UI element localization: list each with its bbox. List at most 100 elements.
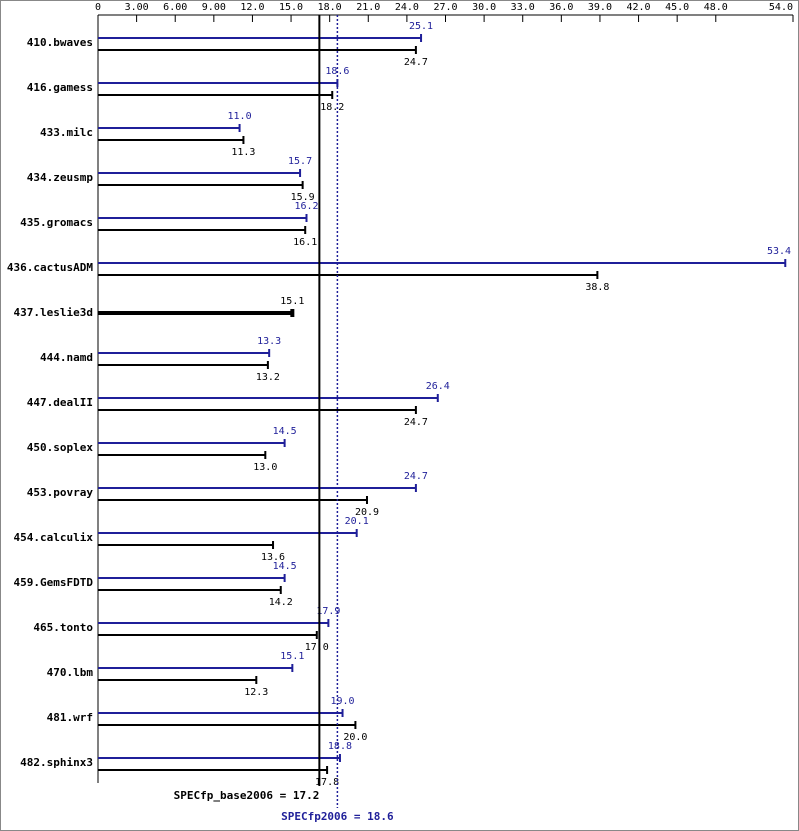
bar [98, 574, 286, 582]
x-tick-label: 0 [95, 2, 101, 13]
bar [98, 214, 308, 222]
category-label: 470.lbm [47, 666, 94, 679]
value-label: 13.2 [256, 372, 280, 383]
bar [98, 361, 269, 369]
bar [98, 181, 304, 189]
category-label: 465.tonto [33, 621, 93, 634]
bar [98, 541, 275, 549]
value-label: 26.4 [426, 381, 450, 392]
value-label: 38.8 [585, 282, 609, 293]
x-tick-label: 12.0 [240, 2, 264, 13]
value-label: 53.4 [767, 246, 791, 257]
bar [98, 676, 258, 684]
x-tick-label: 6.00 [163, 2, 187, 13]
value-label: 24.7 [404, 471, 428, 482]
x-tick-label: 33.0 [511, 2, 535, 13]
category-label: 482.sphinx3 [20, 756, 93, 769]
category-label: 454.calculix [14, 531, 94, 544]
value-label: 15.1 [280, 651, 304, 662]
value-label: 15.9 [291, 192, 315, 203]
value-label: 14.2 [269, 597, 293, 608]
value-label: 13.6 [261, 552, 285, 563]
value-label: 13.0 [253, 462, 277, 473]
bar [98, 169, 302, 177]
bar [98, 226, 307, 234]
bar [98, 34, 423, 42]
value-label: 11.3 [231, 147, 255, 158]
bar [98, 394, 439, 402]
category-label: 410.bwaves [27, 36, 93, 49]
category-label: 444.namd [40, 351, 93, 364]
value-label: 11.0 [228, 111, 252, 122]
value-label: 20.9 [355, 507, 379, 518]
category-label: 437.leslie3d [14, 306, 93, 319]
category-label: 481.wrf [47, 711, 93, 724]
value-label: 16.2 [294, 201, 318, 212]
category-label: 433.milc [40, 126, 93, 139]
value-label: 13.3 [257, 336, 281, 347]
value-label: 16.1 [293, 237, 317, 248]
value-label: 15.7 [288, 156, 312, 167]
value-label: 14.5 [273, 426, 297, 437]
category-label: 434.zeusmp [27, 171, 94, 184]
bar [98, 309, 295, 317]
x-tick-label: 3.00 [125, 2, 149, 13]
bar [98, 91, 334, 99]
bar [98, 124, 241, 132]
x-tick-label: 30.0 [472, 2, 496, 13]
value-label: 24.7 [404, 417, 428, 428]
x-tick-label: 45.0 [665, 2, 689, 13]
category-label: 447.dealII [27, 396, 93, 409]
x-tick-label: 36.0 [549, 2, 573, 13]
value-label: 24.7 [404, 57, 428, 68]
x-tick-label: 54.0 [769, 2, 793, 13]
bar [98, 271, 599, 279]
x-tick-label: 42.0 [627, 2, 651, 13]
x-tick-label: 39.0 [588, 2, 612, 13]
value-label: 14.5 [273, 561, 297, 572]
x-tick-label: 21.0 [356, 2, 380, 13]
value-label: 18.8 [328, 741, 352, 752]
bar [98, 619, 330, 627]
bar [98, 439, 286, 447]
x-tick-label: 27.0 [433, 2, 457, 13]
x-tick-label: 15.0 [279, 2, 303, 13]
bar [98, 586, 282, 594]
bar [98, 664, 294, 672]
value-label: 12.3 [244, 687, 268, 698]
bar [98, 46, 417, 54]
x-tick-label: 24.0 [395, 2, 419, 13]
bar [98, 484, 417, 492]
value-label: 20.1 [345, 516, 369, 527]
category-label: 436.cactusADM [7, 261, 93, 274]
bar [98, 529, 358, 537]
bar [98, 451, 267, 459]
bar [98, 136, 245, 144]
reference-label: SPECfp2006 = 18.6 [281, 810, 394, 823]
value-label: 17.9 [316, 606, 340, 617]
bar [98, 631, 318, 639]
bar [98, 766, 329, 774]
bar [98, 349, 271, 357]
value-label: 18.2 [320, 102, 344, 113]
bar [98, 754, 341, 762]
x-tick-label: 9.00 [202, 2, 226, 13]
value-label: 25.1 [409, 21, 433, 32]
bar [98, 406, 417, 414]
value-label: 17.8 [315, 777, 339, 788]
value-label: 20.0 [343, 732, 367, 743]
category-label: 416.gamess [27, 81, 93, 94]
category-label: 450.soplex [27, 441, 94, 454]
category-label: 453.povray [27, 486, 94, 499]
bar [98, 259, 787, 267]
bar [98, 721, 357, 729]
value-label: 17.0 [305, 642, 329, 653]
category-label: 459.GemsFDTD [14, 576, 94, 589]
x-tick-label: 48.0 [704, 2, 728, 13]
bar [98, 709, 344, 717]
category-label: 435.gromacs [20, 216, 93, 229]
value-label: 15.1 [280, 296, 304, 307]
bar [98, 496, 368, 504]
